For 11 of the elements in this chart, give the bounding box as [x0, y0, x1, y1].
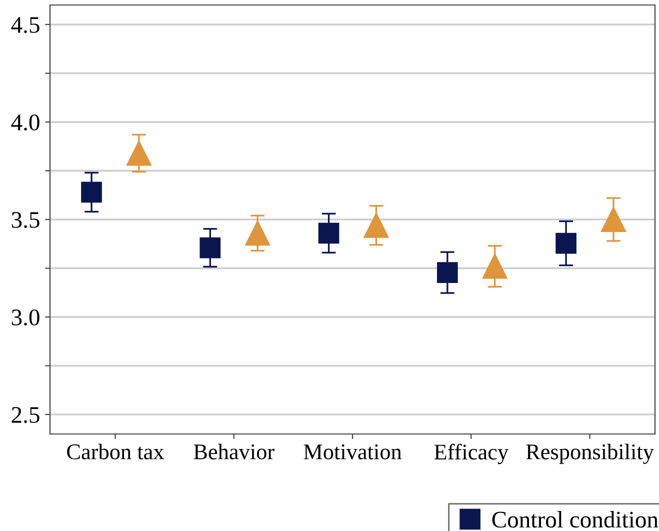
y-tick-label: 4.0	[11, 114, 40, 131]
x-tick-label: Carbon tax	[67, 444, 164, 460]
y-tick-label: 2.5	[12, 407, 40, 424]
y-tick-label: 3.5	[12, 212, 40, 228]
legend-label: Control condition	[492, 511, 658, 528]
y-tick-label: 4.5	[11, 17, 40, 34]
x-tick-label: Responsibility	[526, 444, 654, 464]
x-tick-label: Motivation	[304, 444, 402, 460]
x-tick-label: Behavior	[194, 444, 274, 460]
y-tick-label: 3.0	[12, 309, 40, 326]
x-tick-label: Efficacy	[434, 444, 508, 464]
